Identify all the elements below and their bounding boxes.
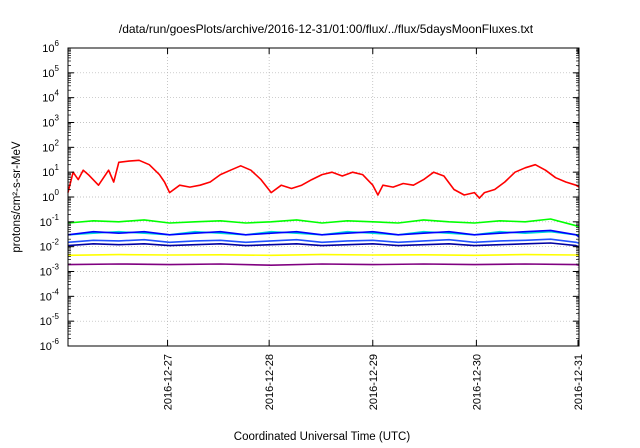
series-line-5 [67,238,580,244]
y-tick-label: 104 [42,89,59,105]
y-tick-label: 106 [42,39,59,55]
series-line-6 [67,242,580,248]
x-tick-label: 2016-12-31 [573,354,585,410]
y-axis-label: protons/cm²-s-sr-MeV [11,141,23,253]
x-tick-label: 2016-12-29 [368,354,380,410]
x-tick-label: 2016-12-27 [163,354,175,410]
x-axis-ticks: 2016-12-27 2016-12-28 2016-12-29 2016-12-30… [163,48,585,410]
series-line-8 [67,263,580,267]
data-series [67,159,580,267]
x-tick-label: 2016-12-28 [264,354,276,410]
y-tick-label: 10-5 [40,312,60,328]
y-tick-label: 10-4 [40,287,60,303]
series-line-7 [67,253,580,257]
y-tick-label: 102 [42,138,59,154]
y-tick-label: 10-2 [40,238,60,254]
x-tick-label: 2016-12-30 [471,354,483,410]
chart-title: /data/run/goesPlots/archive/2016-12-31/0… [119,22,534,36]
y-tick-label: 10-3 [40,263,60,279]
y-tick-label: 103 [42,114,59,130]
series-line-1 [67,159,580,199]
y-tick-label: 105 [42,64,59,80]
series-line-2 [67,218,580,229]
series-line-4 [67,229,580,238]
y-tick-label: 101 [42,163,59,179]
y-axis-ticks: 106 105 104 103 102 101 100 10-1 10-2 10-3 10-4 10-… [40,39,579,353]
x-axis-label: Coordinated Universal Time (UTC) [234,431,411,443]
y-tick-label: 10-6 [40,337,60,353]
y-tick-label: 10-1 [40,213,60,229]
y-tick-label: 100 [42,188,59,204]
grid-lines [68,47,579,347]
